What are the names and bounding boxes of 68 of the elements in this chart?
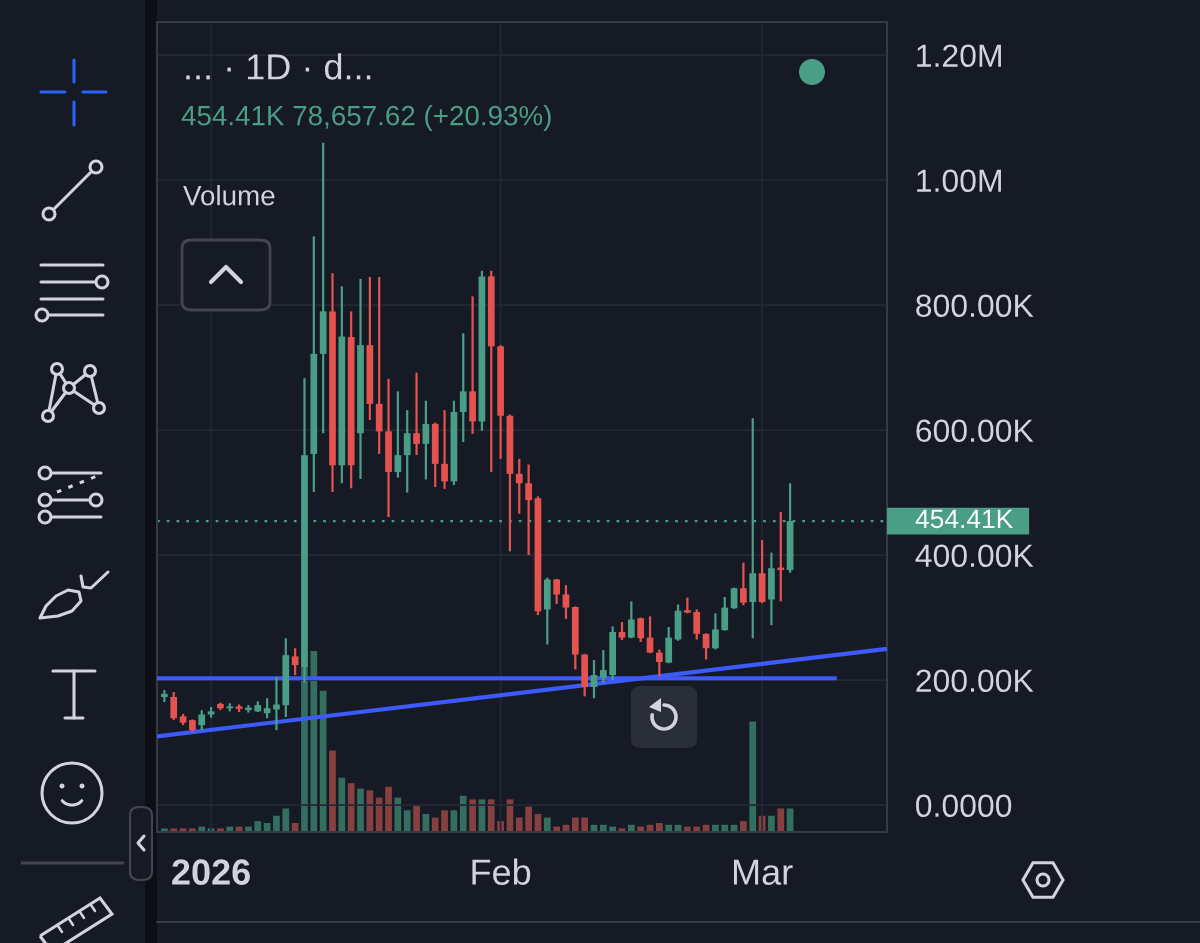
bar [571,817,579,832]
bar [282,808,290,832]
bar [459,795,467,832]
y-tick-label: 1.00M [917,169,1001,193]
bar [310,651,318,832]
bar [319,690,327,832]
y-tick-label: 200.00K [916,669,1034,693]
bar [413,804,420,832]
candlestick [712,612,719,651]
y-tick-label: 400.00K [915,544,1034,568]
bar [487,799,495,832]
candlestick [599,649,607,684]
candlestick [273,675,280,732]
x-tick-label: Mar [733,859,793,885]
candlestick [413,371,420,457]
text: 454.41K 78,657.62 (+20.93%) [181,105,551,131]
bar [291,822,299,832]
candlestick [693,608,701,641]
bar [385,786,392,832]
chart-title: Volume [183,185,275,206]
candlestick [459,332,467,444]
y-tick-label: 800.00K [916,294,1034,318]
candlestick [161,689,168,704]
bar [777,808,785,832]
x-tick-label: Feb [472,858,531,885]
y-tick-label: 600.00K [916,419,1034,443]
bar [441,810,448,832]
bar [525,806,532,832]
bar [403,810,411,832]
bar [740,821,747,832]
x-tick-label: 2026 [172,859,250,885]
candlestick [515,457,523,515]
bar [515,817,523,832]
candlestick [170,690,178,722]
candlestick [441,409,448,490]
bar [254,821,262,832]
candlestick [198,709,206,732]
bar [375,797,383,832]
candlestick [525,463,532,557]
candlestick [553,577,560,605]
candlestick [394,390,402,479]
candlestick [637,616,645,644]
bar [469,799,476,832]
bar [543,817,551,832]
bar [656,822,663,832]
bar [338,777,346,832]
candlestick [618,620,626,642]
bar [768,815,775,832]
candlestick [422,399,430,481]
candlestick [656,648,663,678]
bar [273,815,280,832]
text: ... · 1D · d... [186,53,371,80]
bar [749,721,757,832]
candlestick [721,595,729,632]
bar [366,790,374,832]
candlestick [403,409,411,494]
candlestick [740,561,747,607]
candlestick [291,647,299,677]
bar [431,817,439,832]
ref-line-label: 454.41K [915,509,1014,529]
bar [329,750,336,832]
y-tick-label: 1.20M [917,44,1001,68]
bar [357,788,364,832]
bar [581,817,589,832]
bar [347,783,355,832]
candlestick [627,600,635,640]
candlestick [590,659,598,700]
y-tick-label: 0.0000 [916,794,1012,818]
